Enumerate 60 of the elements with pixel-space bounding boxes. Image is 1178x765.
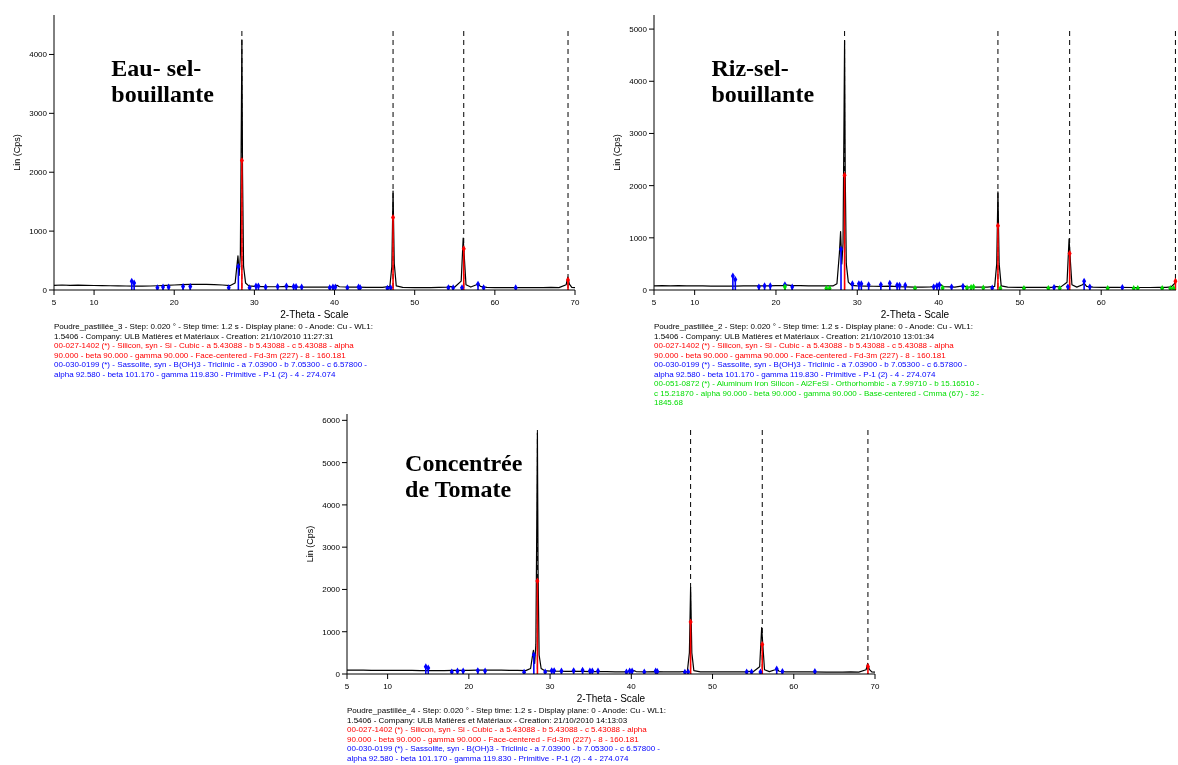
x-tick-label: 5 bbox=[51, 298, 57, 307]
y-tick-label: 1000 bbox=[29, 227, 48, 237]
x-tick-label: 40 bbox=[330, 298, 340, 307]
x-tick-label: 20 bbox=[771, 298, 781, 307]
y-tick-label: 0 bbox=[42, 286, 48, 295]
annotation: Concentrée de Tomate bbox=[405, 450, 523, 503]
x-tick-label: 30 bbox=[249, 298, 260, 307]
text: 00-027-1402 (*) - Silicon, syn - Si - Cubic - a 5.43088 - b 5.43088 - c 5.43088 - alpha 90.000 - beta 90.000 - gamma 90.000 - Face-centered - Fd-3m (227) - 8 - 160.181 bbox=[654, 341, 955, 360]
x-tick-label: 30 bbox=[852, 298, 863, 307]
x-tick-label: 50 bbox=[410, 298, 420, 307]
y-tick-label: 2000 bbox=[629, 181, 648, 191]
x-tick-label: 70 bbox=[870, 682, 880, 691]
annotation: Eau- sel- bouillante bbox=[111, 54, 215, 107]
x-tick-label: 10 bbox=[383, 682, 393, 691]
x-tick-label: 40 bbox=[934, 298, 944, 307]
x-axis-title: 2-Theta - Scale bbox=[280, 309, 350, 320]
x-tick-label: 20 bbox=[464, 682, 474, 691]
y-tick-label: 6000 bbox=[322, 416, 341, 426]
x-axis-title: 2-Theta - Scale bbox=[576, 693, 646, 704]
y-tick-label: 2000 bbox=[29, 168, 48, 178]
text: 00-030-0199 (*) - Sassolite, syn - B(OH)3 - Triclinic - a 7.03900 - b 7.05300 - c 6.57800 - alpha 92.580 - beta 101.170 - gamma 119.830 - Primitive - P-1 (2) - 4 - 274.074 bbox=[54, 360, 368, 379]
x-tick-label: 60 bbox=[490, 298, 500, 307]
y-tick-label: 4000 bbox=[629, 77, 648, 87]
text: Poudre_pastillée_2 - Step: 0.020 ° - Step time: 1.2 s - Display plane: 0 - Anode: Cu - WL1: 1.5406 - Company: ULB Matières et Matériaux - Creation: 21/10/2010 13:01:34 bbox=[654, 322, 973, 341]
x-tick-label: 5 bbox=[651, 298, 657, 307]
y-tick-label: 1000 bbox=[322, 627, 341, 637]
text: 00-051-0872 (*) - Aluminum Iron Silicon - Al2FeSi - Orthorhombic - a 7.99710 - b 15.16510 - c 15.21870 - alpha 90.000 - beta 90.000 - gamma 90.000 - Base-centered - Cmma (67) - 32 - 1845.68 bbox=[654, 379, 985, 407]
x-tick-label: 60 bbox=[1096, 298, 1107, 307]
x-tick-label: 10 bbox=[690, 298, 700, 307]
y-tick-label: 3000 bbox=[322, 543, 341, 553]
x-tick-label: 5 bbox=[344, 682, 350, 691]
y-tick-label: 1000 bbox=[629, 233, 648, 243]
x-tick-label: 50 bbox=[1015, 298, 1025, 307]
text: 00-030-0199 (*) - Sassolite, syn - B(OH)3 - Triclinic - a 7.03900 - b 7.05300 - c 6.57800 - alpha 92.580 - beta 101.170 - gamma 119.830 - Primitive - P-1 (2) - 4 - 274.074 bbox=[654, 360, 968, 379]
x-axis-title: 2-Theta - Scale bbox=[880, 309, 950, 320]
y-tick-label: 3000 bbox=[29, 109, 48, 119]
x-tick-label: 40 bbox=[626, 682, 637, 691]
text: Poudre_pastillée_3 - Step: 0.020 ° - Step time: 1.2 s - Display plane: 0 - Anode: Cu - WL1: 1.5406 - Company: ULB Matières et Matériaux - Creation: 21/10/2010 11:27:31 bbox=[54, 322, 373, 341]
annotation: Riz-sel- bouillante bbox=[711, 54, 815, 107]
y-axis-title: Lin (Cps) bbox=[12, 134, 22, 171]
x-tick-label: 20 bbox=[169, 298, 180, 307]
x-tick-label: 10 bbox=[89, 298, 100, 307]
x-tick-label: 50 bbox=[708, 682, 718, 691]
text: Poudre_pastillée_4 - Step: 0.020 ° - Step time: 1.2 s - Display plane: 0 - Anode: Cu - WL1: 1.5406 - Company: ULB Matières et Matériaux - Creation: 21/10/2010 14:13:03 bbox=[347, 706, 666, 725]
y-tick-label: 5000 bbox=[629, 25, 648, 35]
y-tick-label: 0 bbox=[642, 286, 648, 295]
y-tick-label: 4000 bbox=[29, 50, 48, 60]
text: 00-030-0199 (*) - Sassolite, syn - B(OH)3 - Triclinic - a 7.03900 - b 7.05300 - c 6.57800 - alpha 92.580 - beta 101.170 - gamma 119.830 - Primitive - P-1 (2) - 4 - 274.074 bbox=[347, 744, 661, 763]
x-tick-label: 70 bbox=[570, 298, 580, 307]
y-tick-label: 5000 bbox=[322, 458, 341, 468]
y-tick-label: 4000 bbox=[322, 500, 341, 510]
x-tick-label: 30 bbox=[545, 682, 556, 691]
y-axis-title: Lin (Cps) bbox=[612, 134, 622, 171]
text: 00-027-1402 (*) - Silicon, syn - Si - Cubic - a 5.43088 - b 5.43088 - c 5.43088 - alpha 90.000 - beta 90.000 - gamma 90.000 - Face-centered - Fd-3m (227) - 8 - 160.181 bbox=[347, 725, 648, 744]
y-tick-label: 2000 bbox=[322, 585, 341, 595]
text: 00-027-1402 (*) - Silicon, syn - Si - Cubic - a 5.43088 - b 5.43088 - c 5.43088 - alpha 90.000 - beta 90.000 - gamma 90.000 - Face-centered - Fd-3m (227) - 8 - 160.181 bbox=[54, 341, 355, 360]
y-axis-title: Lin (Cps) bbox=[305, 525, 315, 563]
x-tick-label: 60 bbox=[789, 682, 799, 691]
y-tick-label: 3000 bbox=[629, 129, 648, 139]
y-tick-label: 0 bbox=[335, 670, 341, 679]
